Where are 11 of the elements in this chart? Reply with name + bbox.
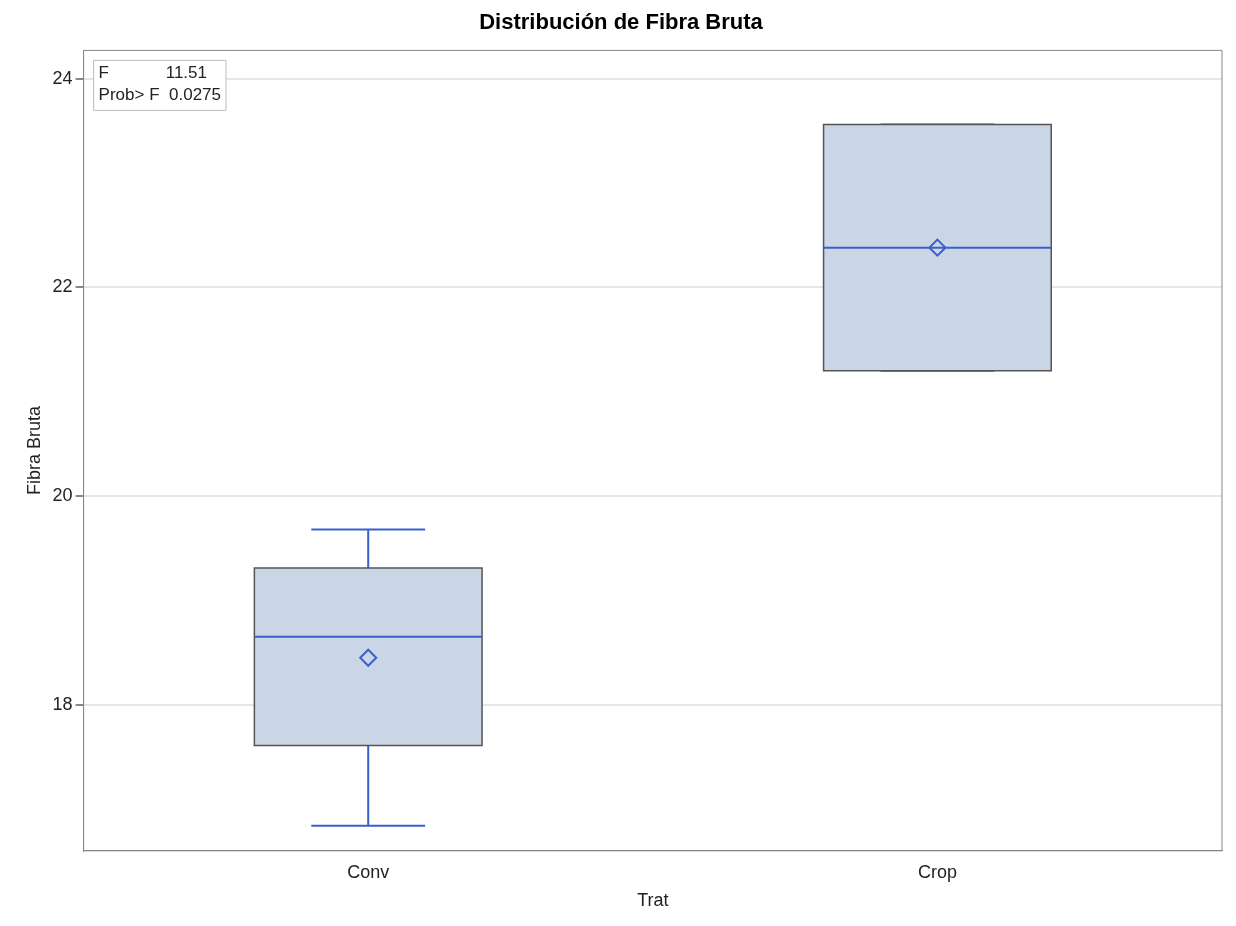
x-tick-label: Conv [347, 861, 390, 882]
x-tick-label: Crop [917, 861, 957, 882]
y-tick-label: 24 [52, 67, 73, 88]
chart-title: Distribución de Fibra Bruta [479, 9, 764, 35]
y-tick-label: 18 [52, 693, 73, 714]
y-tick-label: 20 [52, 484, 73, 505]
annotation: F 11.51 [98, 62, 207, 82]
x-axis-title: Trat [637, 890, 669, 911]
annotation: Prob> F 0.0275 [98, 84, 222, 104]
y-axis-title: Fibra Bruta [23, 405, 44, 496]
y-tick-label: 22 [52, 276, 73, 297]
